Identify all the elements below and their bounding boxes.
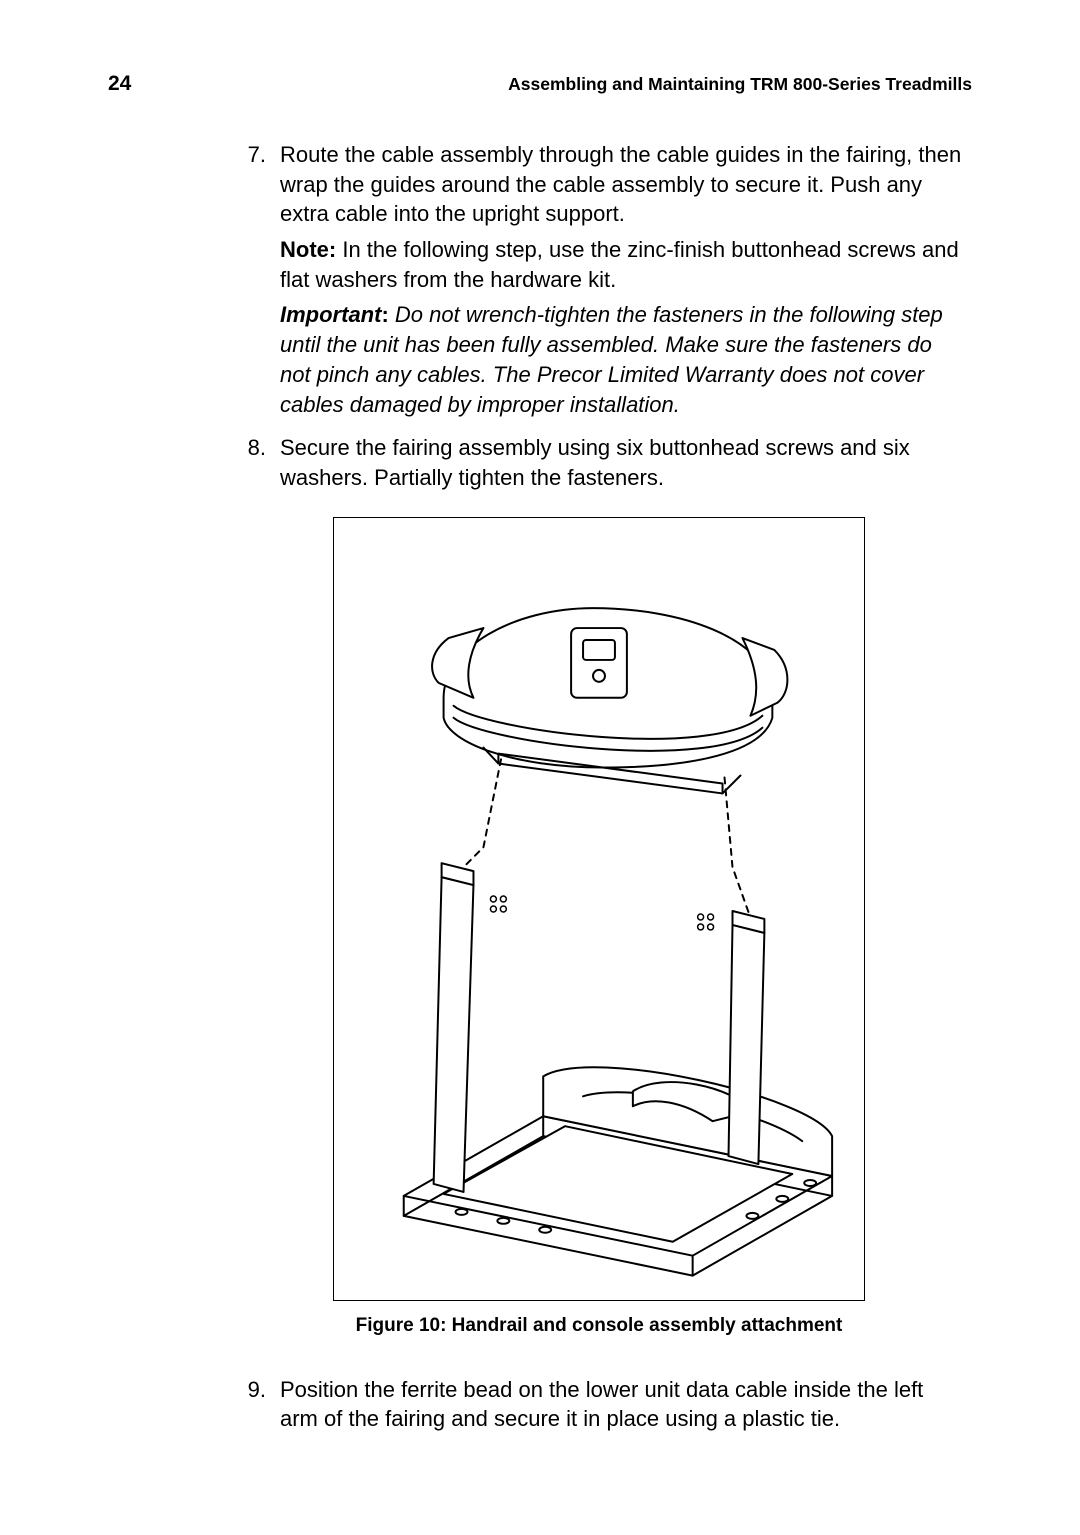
step-8: 8. Secure the fairing assembly using six… (236, 433, 962, 498)
step-number: 9. (236, 1375, 280, 1440)
important-label: Important (280, 302, 381, 327)
running-head: Assembling and Maintaining TRM 800-Serie… (508, 74, 972, 95)
step-number: 7. (236, 140, 280, 425)
paragraph: Secure the fairing assembly using six bu… (280, 433, 962, 492)
note-label: Note: (280, 237, 342, 262)
page-number: 24 (108, 72, 131, 96)
colon: : (381, 302, 394, 327)
text-run: Secure the fairing assembly using six bu… (280, 435, 910, 490)
figure-box (333, 517, 865, 1301)
figure-caption: Figure 10: Handrail and console assembly… (356, 1315, 843, 1337)
paragraph: Important: Do not wrench-tighten the fas… (280, 300, 962, 419)
treadmill-diagram-icon (334, 518, 864, 1300)
paragraph: Route the cable assembly through the cab… (280, 140, 962, 229)
figure-10: Figure 10: Handrail and console assembly… (236, 517, 962, 1365)
step-body: Position the ferrite bead on the lower u… (280, 1375, 962, 1440)
step-9: 9. Position the ferrite bead on the lowe… (236, 1375, 962, 1440)
step-body: Secure the fairing assembly using six bu… (280, 433, 962, 498)
content-column: 7. Route the cable assembly through the … (236, 140, 962, 1440)
page-header: 24 Assembling and Maintaining TRM 800-Se… (108, 72, 972, 96)
step-7: 7. Route the cable assembly through the … (236, 140, 962, 425)
step-number: 8. (236, 433, 280, 498)
paragraph: Note: In the following step, use the zin… (280, 235, 962, 294)
page: 24 Assembling and Maintaining TRM 800-Se… (0, 0, 1080, 1535)
text-run: Route the cable assembly through the cab… (280, 142, 961, 226)
paragraph: Position the ferrite bead on the lower u… (280, 1375, 962, 1434)
step-body: Route the cable assembly through the cab… (280, 140, 962, 425)
text-run: In the following step, use the zinc-fini… (280, 237, 959, 292)
text-run: Position the ferrite bead on the lower u… (280, 1377, 923, 1432)
